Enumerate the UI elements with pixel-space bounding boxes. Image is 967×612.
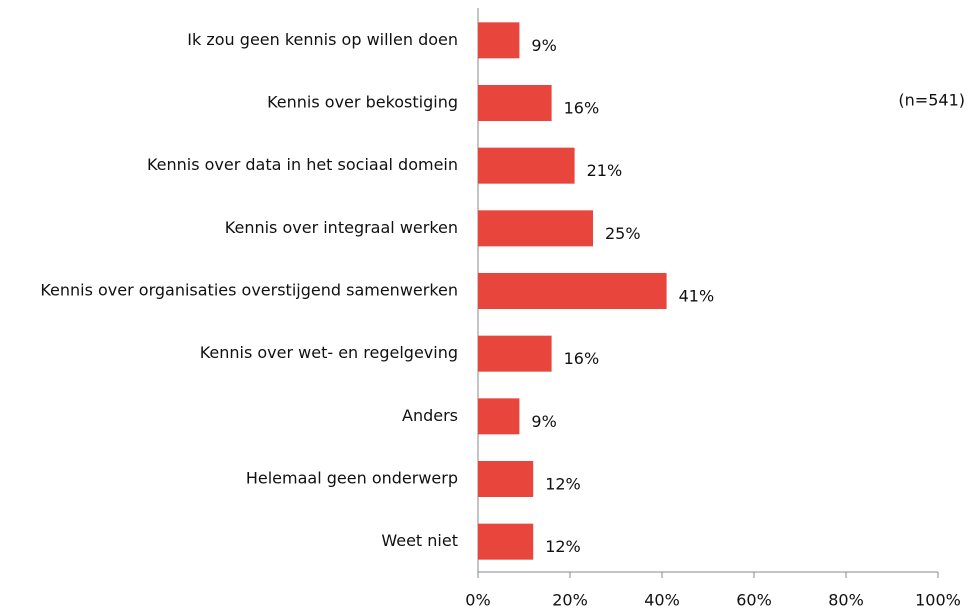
x-tick-label: 100%: [915, 591, 961, 610]
x-tick-label: 0%: [465, 591, 490, 610]
y-tick-label: Kennis over data in het sociaal domein: [147, 155, 458, 174]
y-tick-label: Kennis over wet- en regelgeving: [200, 343, 458, 362]
y-tick-label: Kennis over integraal werken: [225, 218, 458, 237]
value-label: 9%: [531, 412, 556, 431]
bar: [478, 22, 520, 59]
bar: [478, 461, 534, 497]
x-tick-label: 40%: [644, 591, 680, 610]
value-label: 12%: [545, 537, 581, 556]
value-label: 41%: [679, 287, 715, 306]
x-tick-label: 80%: [828, 591, 864, 610]
bar: [478, 335, 552, 372]
y-tick-label: Weet niet: [381, 531, 458, 550]
x-tick-label: 20%: [552, 591, 588, 610]
value-label: 21%: [587, 161, 623, 180]
bar: [478, 273, 667, 309]
value-label: 12%: [545, 475, 581, 494]
value-label: 9%: [531, 36, 556, 55]
value-label: 16%: [564, 99, 600, 118]
bar: [478, 523, 534, 560]
bar: [478, 147, 575, 184]
annotation: (n=541): [898, 91, 965, 110]
y-tick-label: Helemaal geen onderwerp: [246, 469, 458, 488]
y-tick-label: Kennis over bekostiging: [267, 93, 458, 112]
value-label: 16%: [564, 349, 600, 368]
bar: [478, 85, 552, 121]
bar: [478, 210, 593, 247]
bar: [478, 398, 520, 435]
y-tick-label: Ik zou geen kennis op willen doen: [187, 30, 458, 49]
y-tick-label: Anders: [402, 406, 458, 425]
value-label: 25%: [605, 224, 641, 243]
x-tick-label: 60%: [736, 591, 772, 610]
y-tick-label: Kennis over organisaties overstijgend sa…: [40, 281, 458, 300]
